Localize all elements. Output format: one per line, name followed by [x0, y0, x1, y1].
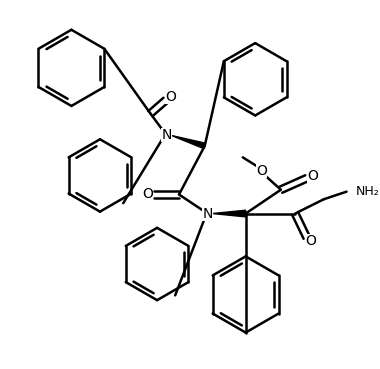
Text: N: N — [162, 128, 172, 142]
Text: N: N — [203, 207, 213, 221]
Text: O: O — [142, 187, 153, 201]
Polygon shape — [171, 135, 206, 149]
Text: NH₂: NH₂ — [356, 185, 380, 198]
Text: O: O — [165, 90, 176, 104]
Polygon shape — [212, 210, 245, 217]
Text: O: O — [307, 169, 318, 183]
Text: O: O — [305, 234, 316, 248]
Text: O: O — [256, 164, 267, 178]
